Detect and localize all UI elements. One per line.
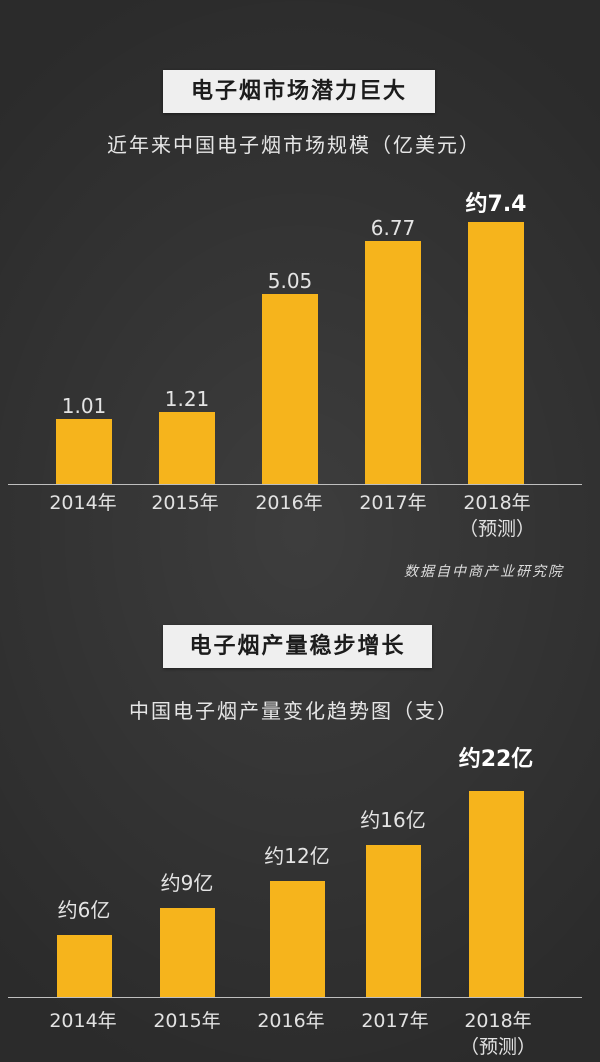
production-bar-2016 [269,880,325,997]
production-bar-2015 [159,907,215,997]
market-value-label-2018: 约7.4 [465,192,527,218]
production-value-label-2015: 约9亿 [160,870,214,895]
production-x-tick-2016: 2016年 [257,1010,325,1032]
market-size-subtitle: 近年来中国电子烟市场规模（亿美元） [107,133,481,157]
production-x-tick-2017: 2017年 [361,1010,429,1032]
market-potential-banner: 电子烟市场潜力巨大 [163,70,435,113]
market-x-tick-2014: 2014年 [49,492,117,514]
production-x-tick-2015: 2015年 [153,1010,221,1032]
production-growth-banner: 电子烟产量稳步增长 [163,625,432,668]
production-x-tick-2014: 2014年 [49,1010,117,1032]
production-bar-2017 [365,844,421,997]
market-bar-2014 [56,418,112,484]
production-value-label-2018: 约22亿 [458,746,534,772]
production-volume-subtitle: 中国电子烟产量变化趋势图（支） [129,699,459,723]
market-value-label-2016: 5.05 [267,269,313,294]
market-x-tick-2015: 2015年 [151,492,219,514]
market-bar-2015 [159,412,215,484]
market-bar-2016 [262,294,318,484]
production-bar-2018 [468,790,524,997]
market-bar-2018 [468,222,524,484]
market-bar-2017 [365,241,421,484]
production-value-label-2016: 约12亿 [264,843,330,868]
production-x-axis-line [8,997,582,998]
production-value-label-2014: 约6亿 [57,897,111,922]
production-x-tick-2018: 2018年 （预测） [459,1010,537,1058]
production-bar-2014 [56,934,112,997]
data-source-note: 数据自中商产业研究院 [404,564,564,580]
market-x-tick-2017: 2017年 [359,492,427,514]
market-x-tick-2016: 2016年 [255,492,323,514]
production-value-label-2017: 约16亿 [360,807,426,832]
market-value-label-2017: 6.77 [370,216,416,241]
market-value-label-2015: 1.21 [164,387,210,412]
market-value-label-2014: 1.01 [61,393,107,418]
market-x-axis-line [8,484,582,485]
market-x-tick-2018: 2018年 （预测） [458,492,536,540]
